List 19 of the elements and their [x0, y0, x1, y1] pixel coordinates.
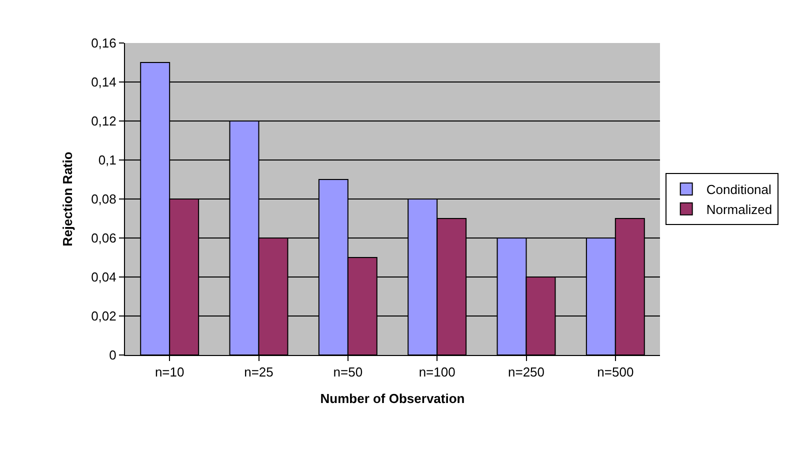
y-axis-title: Rejection Ratio [60, 152, 76, 246]
y-tick-label: 0,04 [91, 270, 116, 285]
x-axis-title: Number of Observation [320, 391, 465, 406]
y-tick-label: 0,12 [91, 114, 116, 129]
x-tick-label: n=500 [597, 364, 634, 380]
y-tick-label: 0 [109, 348, 116, 363]
x-tick-label: n=250 [508, 364, 545, 380]
y-tick-label: 0,06 [91, 230, 116, 246]
legend-label: Conditional [706, 182, 772, 198]
y-tick-label: 0,16 [91, 36, 116, 51]
legend-label: Normalized [706, 202, 772, 217]
y-tick-label: 0,02 [91, 308, 116, 324]
y-tick-label: 0,08 [91, 192, 116, 207]
y-tick-label: 0,14 [91, 74, 116, 90]
x-tick-label: n=10 [154, 364, 184, 380]
y-tick-label: 0,1 [98, 152, 116, 168]
x-tick-label: n=25 [244, 364, 274, 380]
x-tick-label: n=50 [333, 364, 363, 380]
x-tick-label: n=100 [418, 364, 456, 380]
